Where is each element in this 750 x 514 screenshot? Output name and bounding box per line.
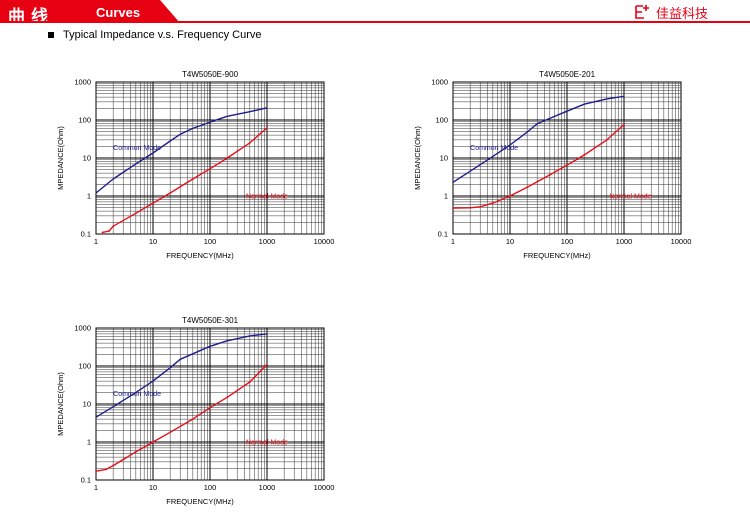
y-tick-label: 1000 [431, 78, 448, 87]
common-mode-line [452, 95, 625, 183]
normal-mode-label: Normal Mode [609, 194, 651, 201]
normal-mode-point [566, 164, 568, 167]
x-axis-label: FREQUENCY(MHz) [166, 497, 234, 506]
normal-mode-point [491, 202, 494, 205]
common-mode-label: Common Mode [113, 145, 161, 152]
normal-mode-point [209, 406, 211, 409]
y-axis-label: MPEDANCE(Ohm) [56, 372, 65, 436]
x-tick-label: 1000 [259, 483, 276, 492]
x-tick-label: 10000 [314, 483, 335, 492]
x-tick-label: 1000 [259, 237, 276, 246]
x-tick-label: 100 [204, 237, 217, 246]
normal-mode-point [209, 167, 211, 170]
y-tick-label: 100 [435, 116, 448, 125]
normal-mode-point [526, 186, 529, 189]
y-tick-label: 0.1 [81, 230, 91, 239]
normal-mode-point [112, 464, 115, 467]
common-mode-label: Common Mode [113, 391, 161, 398]
y-tick-label: 1000 [74, 324, 91, 333]
y-axis-label: MPEDANCE(Ohm) [56, 126, 65, 190]
normal-mode-point [134, 450, 137, 453]
y-tick-label: 1 [87, 438, 91, 447]
normal-mode-point [95, 470, 97, 473]
normal-mode-point [479, 205, 482, 208]
x-tick-label: 1000 [616, 237, 633, 246]
x-tick-label: 1 [451, 237, 455, 246]
x-tick-label: 1 [94, 483, 98, 492]
normal-mode-point [469, 206, 472, 209]
normal-mode-label: Normal Mode [246, 440, 288, 447]
x-tick-label: 1 [94, 237, 98, 246]
normal-mode-point [191, 178, 194, 180]
brand: 佳益科技 [634, 3, 708, 22]
chart-title: T4W5050E-301 [182, 316, 239, 325]
normal-mode-point [191, 418, 194, 421]
x-tick-label: 10000 [314, 237, 335, 246]
brand-name: 佳益科技 [655, 6, 708, 22]
x-tick-label: 100 [561, 237, 574, 246]
x-tick-label: 10 [506, 237, 514, 246]
normal-mode-point [583, 154, 586, 156]
y-axis-label: MPEDANCE(Ohm) [413, 126, 422, 190]
section-heading: Typical Impedance v.s. Frequency Curve [48, 29, 262, 41]
normal-mode-point [108, 230, 111, 232]
page-header: 曲线 Curves 佳益科技 [0, 0, 750, 27]
y-tick-label: 0.1 [81, 476, 91, 485]
normal-mode-point [605, 138, 608, 141]
y-tick-label: 1000 [74, 78, 91, 87]
normal-mode-point [226, 396, 229, 399]
y-tick-label: 10 [83, 400, 91, 409]
normal-mode-point [248, 141, 251, 144]
common-mode-line [95, 333, 268, 418]
chart-title: T4W5050E-201 [539, 70, 596, 79]
section-title: Typical Impedance v.s. Frequency Curve [63, 29, 262, 41]
brand-logo-icon [635, 5, 649, 19]
y-tick-label: 1 [444, 192, 448, 201]
y-tick-label: 100 [78, 362, 91, 371]
normal-mode-point [152, 441, 154, 443]
header-subtitle: Curves [96, 5, 141, 20]
x-tick-label: 10000 [671, 237, 692, 246]
normal-mode-point [169, 431, 172, 434]
normal-mode-point [134, 212, 137, 215]
normal-mode-point [169, 192, 172, 194]
y-tick-label: 100 [78, 116, 91, 125]
normal-mode-point [452, 207, 454, 210]
x-axis-label: FREQUENCY(MHz) [166, 251, 234, 260]
header-rule [0, 21, 750, 23]
normal-mode-point [101, 231, 104, 234]
normal-mode-point [112, 225, 115, 228]
normal-mode-point [248, 381, 251, 383]
normal-mode-point [105, 468, 107, 471]
normal-mode-point [152, 202, 154, 205]
normal-mode-label: Normal Mode [246, 194, 288, 201]
normal-mode-point [509, 195, 511, 197]
normal-mode-point [266, 363, 268, 366]
common-mode-label: Common Mode [470, 145, 518, 152]
normal-mode-point [548, 173, 551, 176]
x-axis-label: FREQUENCY(MHz) [523, 251, 591, 260]
chart-title: T4W5050E-900 [182, 70, 239, 79]
square-bullet-icon [48, 32, 54, 38]
normal-mode-point [226, 157, 229, 159]
y-tick-label: 10 [440, 154, 448, 163]
common-mode-line [95, 107, 268, 194]
x-tick-label: 100 [204, 483, 217, 492]
normal-mode-point [623, 123, 625, 126]
normal-mode-point [266, 126, 268, 129]
y-tick-label: 0.1 [438, 230, 448, 239]
y-tick-label: 10 [83, 154, 91, 163]
x-tick-label: 10 [149, 237, 157, 246]
y-tick-label: 1 [87, 192, 91, 201]
x-tick-label: 10 [149, 483, 157, 492]
header-tab [0, 0, 180, 23]
